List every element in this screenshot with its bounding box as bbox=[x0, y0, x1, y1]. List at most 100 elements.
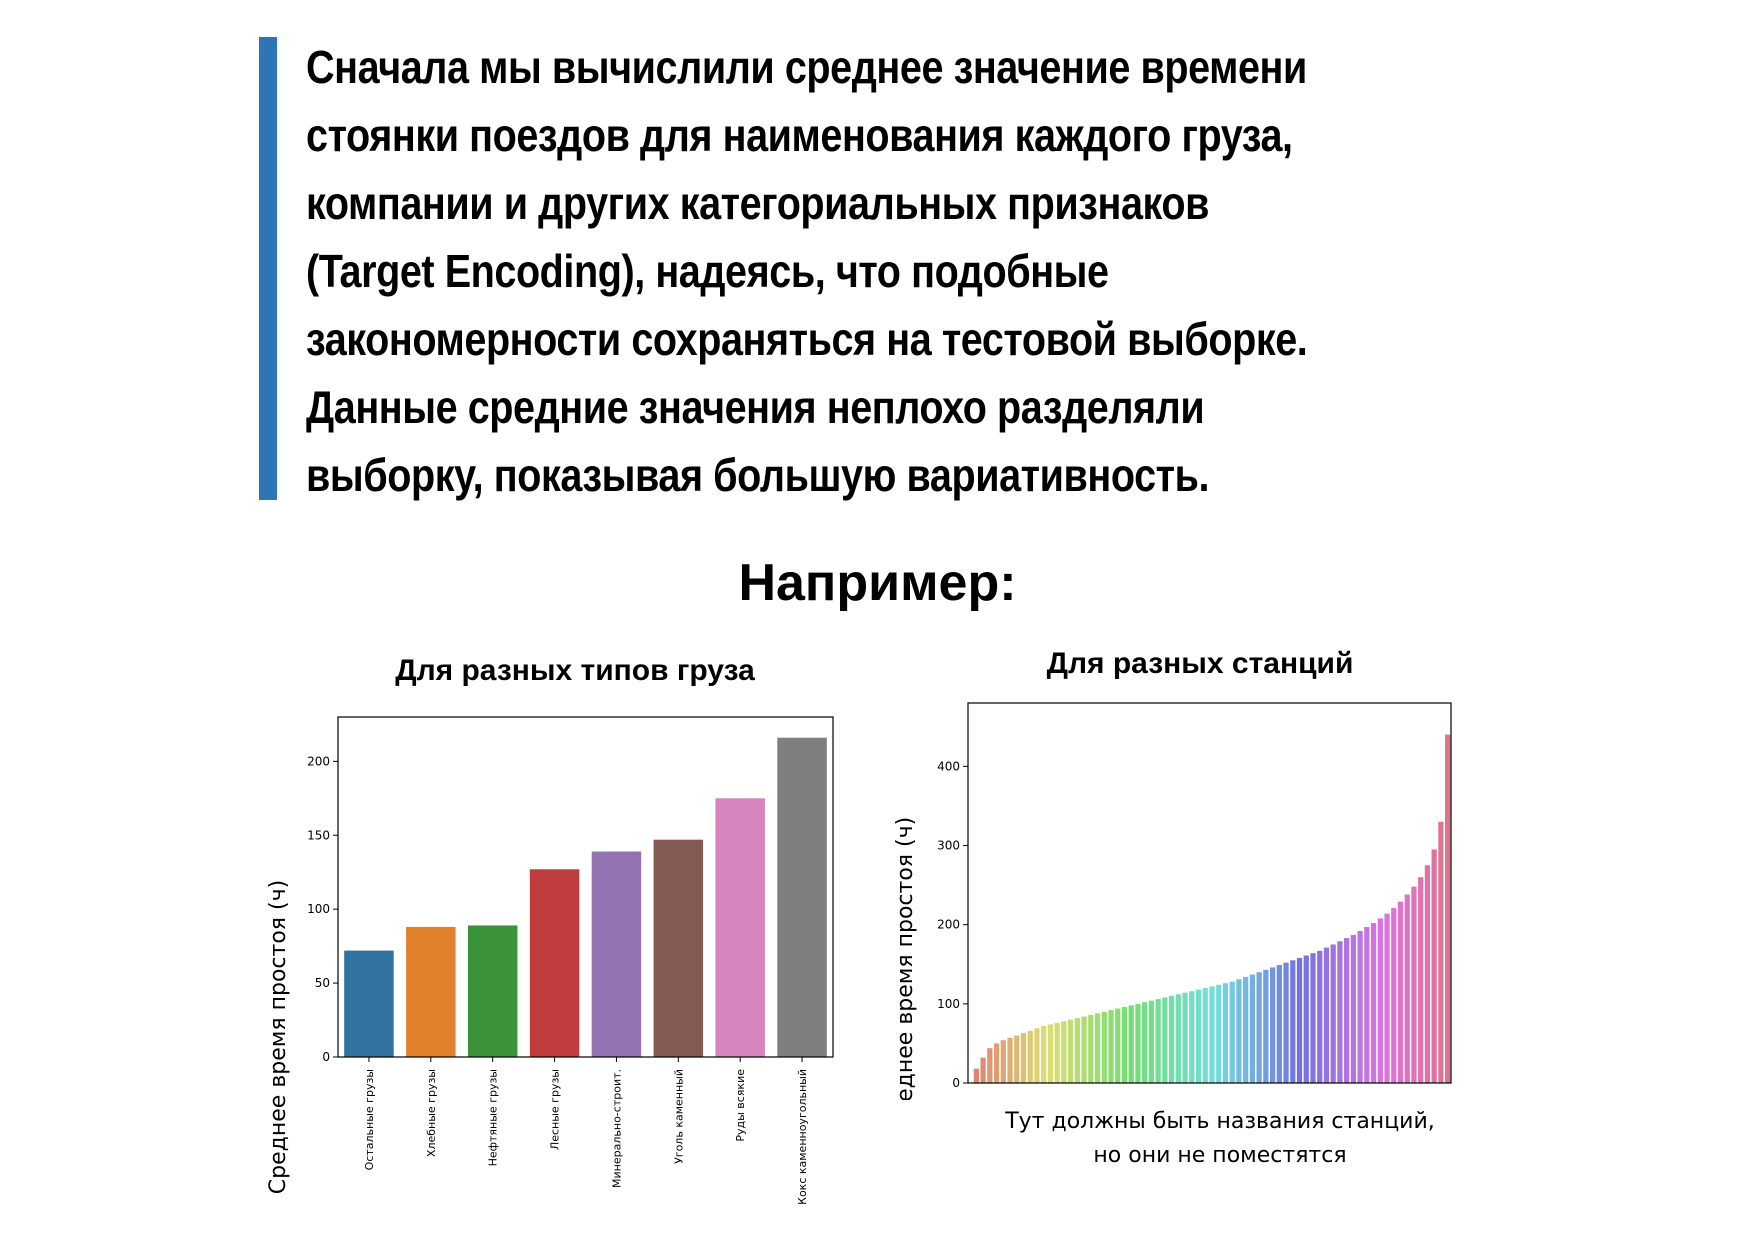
bar bbox=[406, 926, 456, 1057]
bar bbox=[1344, 938, 1350, 1083]
y-tick-label: 400 bbox=[937, 759, 960, 773]
plot-frame bbox=[337, 716, 834, 1058]
bar bbox=[1303, 955, 1309, 1083]
bar bbox=[1142, 1002, 1148, 1083]
bar bbox=[1411, 886, 1417, 1083]
bar bbox=[1034, 1028, 1040, 1083]
y-axis-label: Среднее время простоя (ч) bbox=[266, 880, 291, 1194]
bar bbox=[1384, 913, 1390, 1083]
intro-line: Данные средние значения неплохо разделял… bbox=[306, 381, 1205, 433]
chart-title: Для разных типов груза bbox=[395, 654, 755, 687]
chart-title: Для разных станций bbox=[1047, 647, 1354, 680]
y-ticks-group: 0 100 200 300 400 bbox=[937, 759, 968, 1090]
bar bbox=[1222, 983, 1229, 1083]
stations-chart: Для разных станций Среднее время простоя… bbox=[893, 647, 1452, 1100]
bar bbox=[1350, 934, 1357, 1083]
y-tick-label: 0 bbox=[322, 1050, 330, 1064]
bar bbox=[1162, 997, 1168, 1083]
bar bbox=[973, 1068, 979, 1083]
bar bbox=[1337, 941, 1343, 1083]
x-tick-label: Нефтяные грузы bbox=[487, 1069, 500, 1166]
bar bbox=[993, 1043, 1000, 1083]
bar bbox=[715, 798, 765, 1057]
x-tick-label: Руды всякие bbox=[734, 1069, 747, 1142]
x-tick-label: Минерально-строит. bbox=[610, 1069, 623, 1188]
bar bbox=[1135, 1003, 1141, 1083]
bar bbox=[1081, 1016, 1087, 1083]
bar bbox=[1216, 984, 1222, 1083]
bar bbox=[1418, 877, 1424, 1083]
bar bbox=[1431, 849, 1437, 1083]
bar bbox=[1007, 1037, 1013, 1083]
bar bbox=[1189, 991, 1195, 1083]
bar bbox=[1397, 901, 1404, 1083]
bar bbox=[591, 851, 642, 1057]
cargo-type-chart: Для разных типов груза Среднее время про… bbox=[266, 654, 834, 1205]
bar bbox=[1370, 923, 1377, 1083]
bar bbox=[1236, 979, 1242, 1083]
bar bbox=[1276, 965, 1282, 1083]
bar bbox=[1249, 974, 1256, 1083]
y-tick-label: 300 bbox=[937, 839, 960, 853]
bar bbox=[1290, 960, 1296, 1083]
y-tick-label: 0 bbox=[952, 1076, 960, 1090]
bar bbox=[1000, 1040, 1006, 1083]
bar bbox=[777, 737, 827, 1057]
bar bbox=[1067, 1019, 1074, 1083]
bar bbox=[1317, 950, 1323, 1083]
intro-line: выборку, показывая большую вариативность… bbox=[306, 449, 1210, 501]
bar bbox=[1445, 734, 1451, 1083]
x-tick-label: Уголь каменный bbox=[672, 1069, 685, 1164]
bar bbox=[1121, 1007, 1128, 1083]
intro-line: компании и других категориальных признак… bbox=[306, 177, 1210, 229]
bar bbox=[529, 869, 580, 1057]
intro-line: Сначала мы вычислили среднее значение вр… bbox=[306, 41, 1307, 93]
bar bbox=[1175, 994, 1181, 1083]
y-ticks-group: 0 50 100 150 200 bbox=[307, 754, 338, 1064]
bars-group bbox=[344, 737, 827, 1057]
bar bbox=[1155, 999, 1161, 1083]
bar bbox=[1283, 962, 1289, 1083]
bar bbox=[1438, 821, 1444, 1083]
bar bbox=[987, 1048, 993, 1083]
y-tick-label: 100 bbox=[937, 997, 960, 1011]
bar bbox=[1020, 1033, 1027, 1083]
bar bbox=[1101, 1011, 1107, 1083]
bar bbox=[653, 839, 704, 1057]
bar bbox=[980, 1057, 986, 1083]
y-tick-label: 200 bbox=[307, 754, 330, 768]
bar bbox=[1377, 918, 1383, 1083]
quote-accent-bar bbox=[259, 37, 277, 500]
bar bbox=[1074, 1018, 1080, 1083]
examples-heading: Например: bbox=[738, 554, 1017, 612]
bar bbox=[1404, 894, 1410, 1083]
bar bbox=[1209, 986, 1215, 1083]
intro-paragraph: Сначала мы вычислили среднее значение вр… bbox=[306, 33, 1450, 509]
bar bbox=[1310, 953, 1316, 1083]
bar bbox=[1229, 981, 1235, 1083]
bar bbox=[1269, 967, 1276, 1083]
bar bbox=[1330, 944, 1336, 1083]
bar bbox=[1357, 931, 1363, 1083]
x-tick-label: Остальные грузы bbox=[363, 1069, 376, 1170]
y-axis-label: Среднее время простоя (ч) bbox=[893, 817, 918, 1100]
y-tick-label: 50 bbox=[315, 976, 330, 990]
bar bbox=[1182, 992, 1188, 1083]
bar bbox=[1094, 1013, 1101, 1083]
bar bbox=[1108, 1010, 1114, 1083]
bar bbox=[1364, 927, 1370, 1083]
bars-group bbox=[973, 734, 1451, 1083]
bar bbox=[1148, 1000, 1155, 1083]
bar bbox=[1014, 1035, 1020, 1083]
bar bbox=[1256, 972, 1262, 1083]
bar bbox=[1195, 989, 1202, 1083]
bar bbox=[1047, 1024, 1054, 1083]
bar bbox=[1041, 1026, 1047, 1083]
bar bbox=[1391, 908, 1397, 1083]
bar bbox=[1168, 995, 1175, 1083]
intro-line: стоянки поездов для наименования каждого… bbox=[306, 109, 1293, 161]
bar bbox=[1202, 988, 1208, 1083]
bar bbox=[1054, 1022, 1060, 1083]
stations-note: Тут должны быть названия станций, но они… bbox=[1005, 1109, 1435, 1168]
plot-frame bbox=[967, 702, 1452, 1084]
